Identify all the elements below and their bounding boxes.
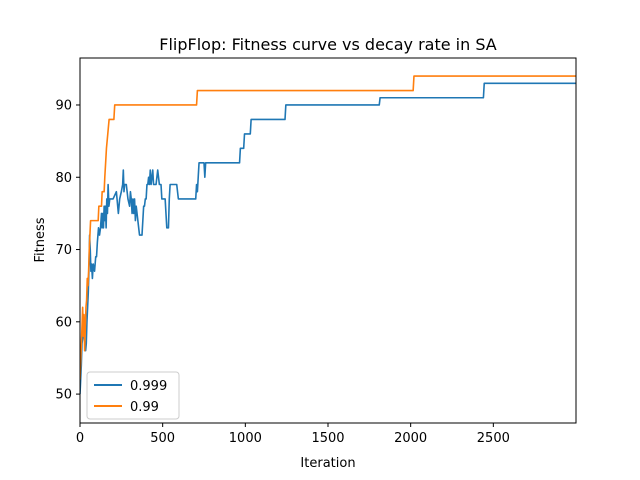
y-tick-label: 70: [55, 243, 72, 258]
x-axis-title: Iteration: [300, 456, 355, 471]
legend-box: [86, 371, 180, 420]
x-tick-label: 1500: [311, 431, 344, 446]
plot-area: [80, 75, 576, 395]
y-tick-label: 60: [55, 315, 72, 330]
series-line-099: [80, 75, 576, 380]
series-line-0999: [80, 82, 576, 395]
legend-label-0999: 0.999: [130, 379, 167, 394]
x-axis: 0 500 1000 1500 2000 2500: [76, 423, 510, 446]
y-tick-label: 80: [55, 171, 72, 186]
x-tick-label: 2000: [394, 431, 427, 446]
x-tick-label: 0: [76, 431, 84, 446]
y-axis-title: Fitness: [33, 217, 48, 262]
legend: 0.999 0.99: [86, 371, 180, 420]
x-tick-label: 500: [150, 431, 175, 446]
legend-label-099: 0.99: [130, 400, 159, 415]
x-tick-label: 2500: [477, 431, 510, 446]
x-tick-label: 1000: [229, 431, 262, 446]
y-axis: 50 60 70 80 90: [55, 98, 80, 403]
y-tick-label: 90: [55, 98, 72, 113]
y-tick-label: 50: [55, 388, 72, 403]
chart-title: FlipFlop: Fitness curve vs decay rate in…: [159, 35, 496, 54]
series-layer: [80, 75, 576, 395]
